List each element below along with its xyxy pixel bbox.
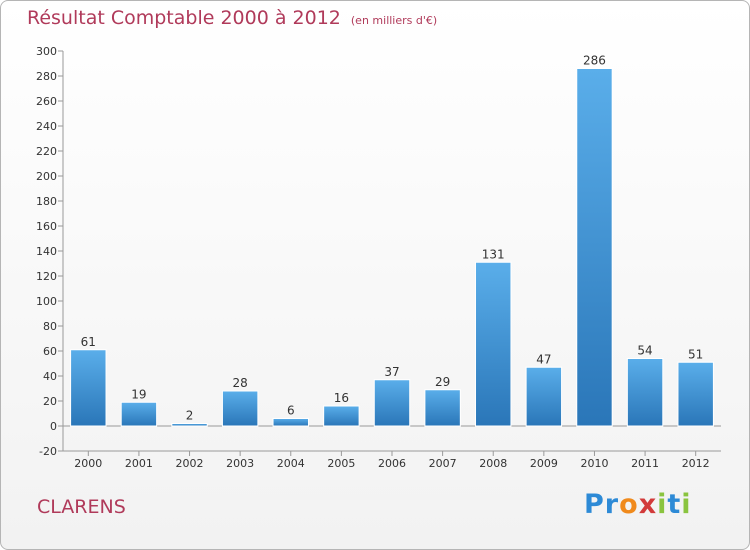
chart-title: Résultat Comptable 2000 à 2012 (en millie… (27, 7, 437, 29)
commune-name: CLARENS (37, 496, 126, 518)
chart-bars (70, 68, 714, 427)
logo-letter: i (657, 489, 668, 520)
bar-2012 (677, 361, 714, 427)
bar-2003 (221, 390, 259, 427)
bar-2001 (120, 401, 158, 427)
logo-letter: x (638, 489, 658, 520)
y-tick-label: 120 (36, 270, 57, 283)
x-tick-label: 2000 (74, 457, 102, 470)
y-tick-label: 160 (36, 220, 57, 233)
y-tick-label: 40 (43, 370, 57, 383)
y-tick-label: 180 (36, 195, 57, 208)
bar-value-label: 16 (334, 391, 349, 405)
bar-value-label: 54 (637, 344, 652, 358)
bar-2004 (272, 418, 309, 427)
x-tick-label: 2012 (682, 457, 710, 470)
logo-letter: o (619, 489, 639, 520)
bar-2007 (424, 389, 461, 427)
bar-value-label: 286 (583, 54, 606, 68)
y-tick-label: 60 (43, 345, 57, 358)
y-tick-label: 280 (36, 70, 57, 83)
bar-value-label: 2 (186, 409, 194, 423)
x-tick-label: 2008 (479, 457, 507, 470)
bar-2008 (475, 261, 512, 427)
bar-value-label: 47 (536, 352, 551, 366)
x-tick-label: 2005 (327, 457, 355, 470)
y-tick-label: 140 (36, 245, 57, 258)
x-tick-label: 2001 (125, 457, 153, 470)
bar-value-label: 29 (435, 375, 450, 389)
bar-2006 (373, 379, 411, 427)
bar-value-label: 61 (81, 335, 96, 349)
logo-letter: i (681, 489, 692, 520)
bar-value-label: 51 (688, 347, 703, 361)
proxiti-logo: Proxiti (584, 489, 692, 520)
bar-2011 (626, 358, 664, 427)
chart-title-text: Résultat Comptable 2000 à 2012 (27, 7, 341, 29)
bar-2010 (576, 68, 613, 427)
bar-value-label: 131 (482, 247, 505, 261)
y-tick-label: 0 (50, 420, 57, 433)
chart-y-tick-labels: -20 0 20 40 60 80 100 120 140 160 180 200 220 240 260 2… (36, 45, 57, 458)
x-tick-label: 2004 (277, 457, 305, 470)
bar-2002 (171, 423, 208, 427)
y-tick-label: 100 (36, 295, 57, 308)
y-tick-label: 240 (36, 120, 57, 133)
y-tick-label: -20 (39, 445, 57, 458)
y-tick-label: 260 (36, 95, 57, 108)
x-tick-label: 2006 (378, 457, 406, 470)
y-tick-label: 200 (36, 170, 57, 183)
x-tick-label: 2009 (530, 457, 558, 470)
bar-2009 (525, 366, 563, 427)
logo-letter: t (667, 489, 682, 520)
y-tick-label: 80 (43, 320, 57, 333)
bar-value-label: 37 (384, 365, 399, 379)
y-tick-label: 20 (43, 395, 57, 408)
bar-value-label: 19 (131, 387, 146, 401)
x-tick-label: 2007 (429, 457, 457, 470)
x-tick-label: 2002 (176, 457, 204, 470)
bar-value-label: 28 (233, 376, 248, 390)
logo-letter: r (604, 489, 620, 520)
chart-x-tick-labels: 2000 2001 2002 2003 2004 2005 2006 2007 2008 2009… (74, 457, 709, 470)
y-tick-label: 220 (36, 145, 57, 158)
y-tick-label: 300 (36, 45, 57, 58)
x-tick-label: 2003 (226, 457, 254, 470)
logo-letter: P (584, 489, 605, 520)
bar-2005 (323, 405, 360, 427)
bar-2000 (70, 349, 107, 427)
chart-unit-label: (en milliers d'€) (350, 14, 438, 27)
bar-value-label: 6 (287, 404, 295, 418)
x-tick-label: 2011 (631, 457, 659, 470)
x-tick-label: 2010 (580, 457, 608, 470)
